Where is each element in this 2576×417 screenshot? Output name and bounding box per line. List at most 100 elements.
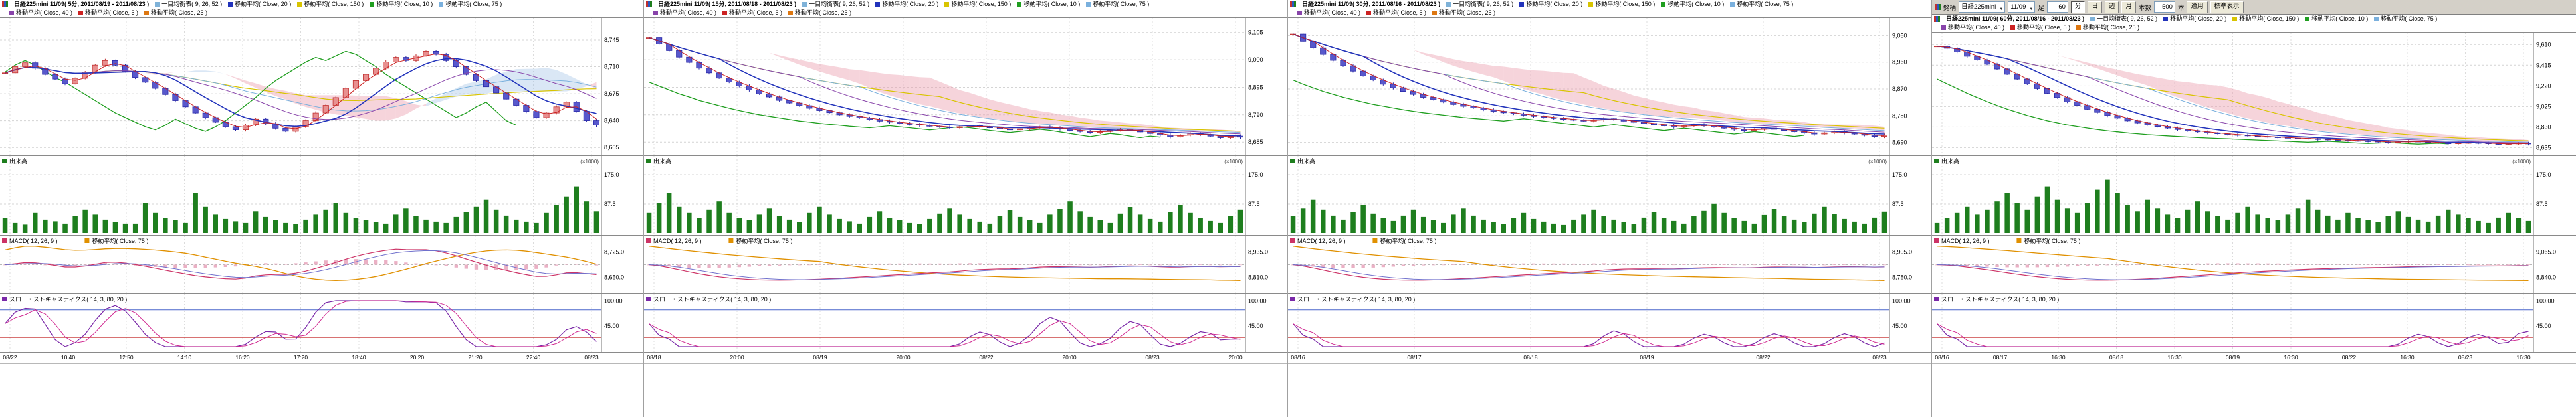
stoch-pane[interactable]: 100.00 45.00 スロー・ストキャスティクス( 14, 3, 80, 20 … [1288,293,1931,352]
legend-color-chip [1730,2,1735,7]
stoch-pane-svg[interactable]: 100.00 45.00 スロー・ストキャスティクス( 14, 3, 80, 20 … [0,294,643,352]
time-axis-label: 08/22 [3,354,17,361]
time-axis-label: 16:30 [2284,354,2298,361]
macd-pane[interactable]: 9,065.0 8,840.0 MACD( 12, 26, 9 ) 移動平均( Clo… [1932,235,2576,293]
svg-text:(×1000): (×1000) [1224,159,1243,165]
stoch-pane-svg[interactable]: 100.00 45.00 スロー・ストキャスティクス( 14, 3, 80, 20 … [1932,294,2575,352]
panel-header-row-1: 日経225mini 11/09( 5分, 2011/08/19 - 2011/0… [0,0,643,9]
time-axis-label: 14:10 [177,354,192,361]
indicator-label: 移動平均( Close, 75 ) [1086,0,1149,9]
svg-text:MACD( 12, 26, 9 ): MACD( 12, 26, 9 ) [9,238,58,244]
price-pane[interactable]: 9,050 8,960 8,870 8,780 8,690 [1288,17,1931,155]
price-pane[interactable]: 9,610 9,415 9,220 9,025 8,830 8,635 [1932,32,2576,155]
indicator-label-text: 移動平均( Close, 5 ) [1373,9,1427,16]
volume-pane-svg[interactable]: 175.0 87.5 出来高 (×1000) [1288,156,1931,235]
reset-view-button[interactable]: 標準表示 [2210,1,2244,13]
volume-pane[interactable]: 175.0 87.5 出来高 (×1000) [1932,155,2576,235]
indicator-label: 移動平均( Close, 20 ) [228,0,291,9]
svg-text:9,025: 9,025 [2536,103,2551,110]
svg-text:移動平均( Close, 75 ): 移動平均( Close, 75 ) [92,237,148,244]
macd-pane[interactable]: 8,905.0 8,780.0 MACD( 12, 26, 9 ) 移動平均( Clo… [1288,235,1931,293]
price-pane-svg[interactable]: 9,610 9,415 9,220 9,025 8,830 8,635 [1932,33,2575,155]
svg-text:9,610: 9,610 [2536,41,2551,48]
svg-text:移動平均( Close, 75 ): 移動平均( Close, 75 ) [1380,237,1436,244]
volume-pane[interactable]: 175.0 87.5 出来高 (×1000) [0,155,643,235]
indicator-label-text: 移動平均( Close, 10 ) [376,1,433,7]
time-axis-label: 20:00 [896,354,911,361]
apply-button[interactable]: 適用 [2187,1,2208,13]
stoch-pane[interactable]: 100.00 45.00 スロー・ストキャスティクス( 14, 3, 80, 20 … [644,293,1287,352]
contract-month-select[interactable]: 11/09 [2008,1,2036,15]
svg-text:8,840.0: 8,840.0 [2536,274,2556,281]
svg-text:8,830: 8,830 [2536,124,2551,130]
price-pane[interactable]: 9,105 9,000 8,895 8,790 8,685 [644,17,1287,155]
svg-text:9,415: 9,415 [2536,62,2551,68]
panel-footer-space [1932,363,2576,417]
svg-text:スロー・ストキャスティクス( 14, 3, 80, 20 ): スロー・ストキャスティクス( 14, 3, 80, 20 ) [653,296,771,303]
interval-button-4[interactable]: 月 [2121,1,2136,13]
macd-pane[interactable]: 8,725.0 8,650.0 MACD( 12, 26, 9 ) 移動平均( Clo… [0,235,643,293]
indicator-label: 移動平均( Close, 150 ) [297,0,364,9]
legend-color-chip [788,11,794,15]
price-pane-svg[interactable]: 9,105 9,000 8,895 8,790 8,685 [644,18,1287,155]
interval-value-input[interactable]: 60 [2046,1,2068,13]
time-axis-label: 08/23 [1872,354,1887,361]
indicator-label-text: 移動平均( Close, 5 ) [85,9,139,16]
candlestick-chart-icon [646,1,652,7]
interval-button-2[interactable]: 日 [2088,1,2102,13]
indicator-label-text: 移動平均( Close, 150 ) [304,1,364,7]
price-pane-svg[interactable]: 9,050 8,960 8,870 8,780 8,690 [1288,18,1931,155]
volume-pane-svg[interactable]: 175.0 87.5 出来高 (×1000) [1932,156,2575,235]
panel-title: 日経225mini 11/09( 60分, 2011/08/16 - 2011/… [1946,15,2085,22]
price-pane-svg[interactable]: 8,745 8,710 8,675 8,640 8,605 [0,18,643,155]
volume-pane[interactable]: 175.0 87.5 出来高 (×1000) [1288,155,1931,235]
svg-text:出来高: 出来高 [653,157,671,165]
legend-color-chip [1297,11,1302,15]
legend-color-chip [228,2,233,7]
volume-pane[interactable]: 175.0 87.5 出来高 (×1000) [644,155,1287,235]
indicator-label: 移動平均( Close, 10 ) [1017,0,1080,9]
svg-text:8,605: 8,605 [604,144,619,151]
stoch-pane-svg[interactable]: 100.00 45.00 スロー・ストキャスティクス( 14, 3, 80, 20 … [1288,294,1931,352]
indicator-label-text: 移動平均( Close, 25 ) [795,9,852,16]
macd-pane-svg[interactable]: 8,935.0 8,810.0 MACD( 12, 26, 9 ) 移動平均( Clo… [644,236,1287,293]
svg-text:8,935.0: 8,935.0 [1248,248,1268,255]
interval-button-3[interactable]: 週 [2104,1,2119,13]
macd-pane-svg[interactable]: 8,905.0 8,780.0 MACD( 12, 26, 9 ) 移動平均( Clo… [1288,236,1931,293]
volume-pane-svg[interactable]: 175.0 87.5 出来高 (×1000) [644,156,1287,235]
time-axis-label: 08/16 [1291,354,1305,361]
indicator-label: 移動平均( Close, 25 ) [788,9,851,17]
macd-pane-svg[interactable]: 9,065.0 8,840.0 MACD( 12, 26, 9 ) 移動平均( Clo… [1932,236,2575,293]
indicator-label: 一目均衡表( 9, 26, 52 ) [802,0,869,9]
panel-footer-space [0,363,643,417]
indicator-label-text: 移動平均( Close, 75 ) [2381,15,2438,22]
indicator-label: 移動平均( Close, 40 ) [1297,9,1360,17]
time-axis-label: 17:20 [293,354,308,361]
legend-color-chip [1017,2,1022,7]
time-axis-label: 08/18 [2109,354,2124,361]
indicator-label-text: 一目均衡表( 9, 26, 52 ) [809,1,870,7]
stoch-pane[interactable]: 100.00 45.00 スロー・ストキャスティクス( 14, 3, 80, 20 … [0,293,643,352]
indicator-label-text: 移動平均( Close, 75 ) [1093,1,1150,7]
stoch-pane[interactable]: 100.00 45.00 スロー・ストキャスティクス( 14, 3, 80, 20 … [1932,293,2576,352]
price-pane[interactable]: 8,745 8,710 8,675 8,640 8,605 [0,17,643,155]
indicator-label-text: 移動平均( Close, 40 ) [16,9,73,16]
indicator-label: 一目均衡表( 9, 26, 52 ) [1446,0,1513,9]
bar-count-input[interactable]: 500 [2153,1,2175,13]
svg-text:(×1000): (×1000) [580,159,599,165]
svg-text:175.0: 175.0 [604,171,619,178]
time-axis-label: 08/17 [1992,354,2008,361]
volume-pane-svg[interactable]: 175.0 87.5 出来高 (×1000) [0,156,643,235]
interval-button-1[interactable]: 分 [2070,1,2086,13]
chart-panel: 銘柄日経225mini11/09足60分日週月本数500本適用標準表示日経225… [1932,0,2576,417]
symbol-select[interactable]: 日経225mini [1959,1,2006,15]
indicator-label-text: 移動平均( Close, 20 ) [882,1,939,7]
macd-pane-svg[interactable]: 8,725.0 8,650.0 MACD( 12, 26, 9 ) 移動平均( Clo… [0,236,643,293]
svg-text:8,685: 8,685 [1248,139,1263,145]
panel-footer-space [644,363,1287,417]
indicator-label-text: 移動平均( Close, 5 ) [729,9,783,16]
stoch-pane-svg[interactable]: 100.00 45.00 スロー・ストキャスティクス( 14, 3, 80, 20 … [644,294,1287,352]
macd-pane[interactable]: 8,935.0 8,810.0 MACD( 12, 26, 9 ) 移動平均( Clo… [644,235,1287,293]
indicator-label-text: 移動平均( Close, 10 ) [2311,15,2369,22]
indicator-label: 移動平均( Close, 75 ) [1730,0,1793,9]
